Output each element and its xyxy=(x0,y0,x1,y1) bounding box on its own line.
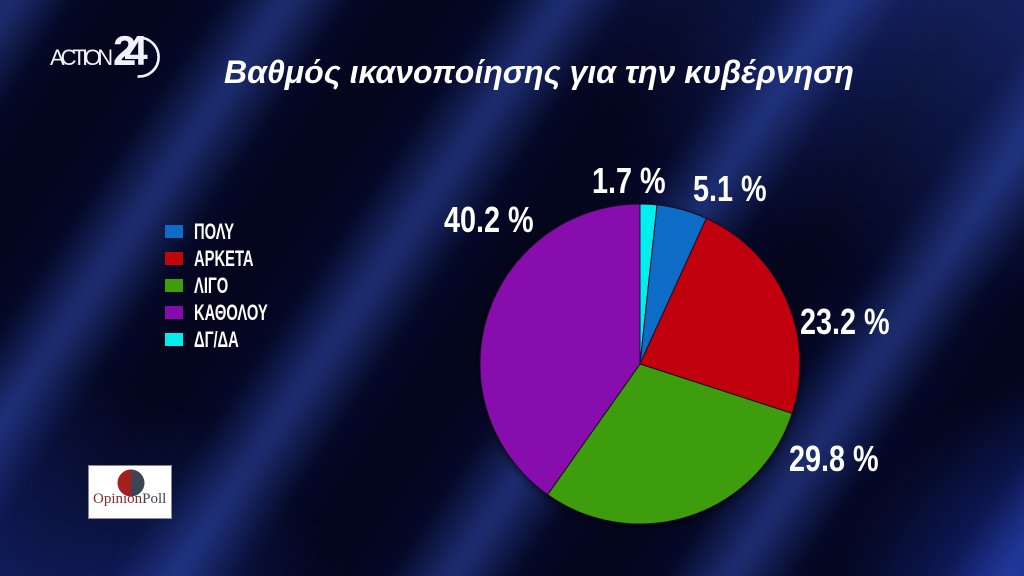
svg-text:OpinionPoll: OpinionPoll xyxy=(93,491,166,507)
